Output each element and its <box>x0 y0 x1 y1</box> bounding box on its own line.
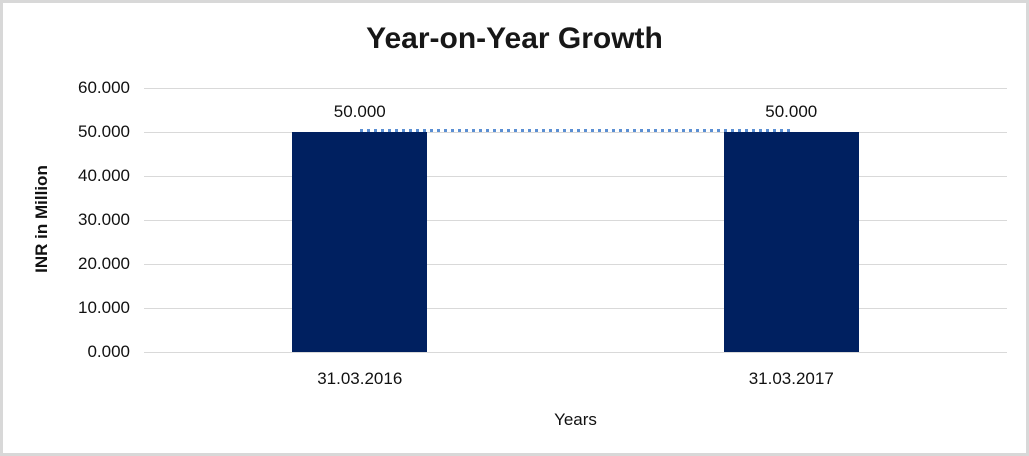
x-axis-title: Years <box>554 410 597 429</box>
y-tick-label: 60.000 <box>78 78 130 97</box>
gridline <box>144 352 1007 353</box>
gridline <box>144 132 1007 133</box>
gridline <box>144 88 1007 89</box>
x-tick-label: 31.03.2016 <box>317 369 403 388</box>
gridline <box>144 308 1007 309</box>
x-tick-label: 31.03.2017 <box>748 369 834 388</box>
y-tick-label: 0.000 <box>87 342 130 361</box>
y-tick-label: 10.000 <box>78 298 130 317</box>
gridline <box>144 220 1007 221</box>
bar-data-label: 50.000 <box>765 102 818 121</box>
gridline <box>144 264 1007 265</box>
chart-title: Year-on-Year Growth <box>366 22 663 55</box>
bar <box>723 132 859 352</box>
y-tick-label: 50.000 <box>78 122 130 141</box>
trend-line <box>359 129 792 132</box>
gridline <box>144 176 1007 177</box>
y-tick-label: 30.000 <box>78 210 130 229</box>
bar <box>292 132 428 352</box>
bar-data-label: 50.000 <box>333 102 386 121</box>
y-tick-label: 20.000 <box>78 254 130 273</box>
y-tick-label: 40.000 <box>78 166 130 185</box>
